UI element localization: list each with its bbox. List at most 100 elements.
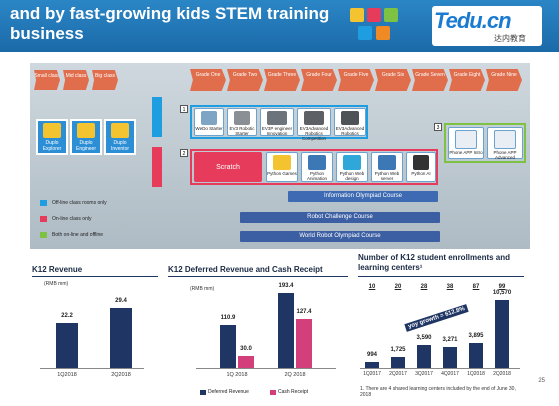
x-axis-line <box>40 368 144 369</box>
data-label: 193.4 <box>278 283 294 289</box>
scratch-card: Scratch <box>194 152 262 182</box>
python-icon <box>273 155 291 171</box>
duplo-label: Duplo Explorer <box>42 140 62 152</box>
lego-icon <box>77 123 95 138</box>
legend-label: Off-line class rooms only <box>52 200 107 206</box>
step-tag: 1 <box>180 105 188 113</box>
x-axis-line <box>196 368 336 369</box>
page-title: and by fast-growing kids STEM training b… <box>10 4 330 43</box>
step-tag: 3 <box>434 123 442 131</box>
course-card: Phone APP Intro <box>448 127 484 159</box>
grade-chevron: Grade Eight <box>449 69 485 91</box>
enrollment-bar <box>391 356 405 368</box>
course-card: Python Web design <box>336 152 368 182</box>
legend-label: On-line class only <box>52 216 92 222</box>
legend-label: Both on-line and offline <box>52 232 104 238</box>
deferred-revenue-bar <box>220 324 236 368</box>
duplo-card: Duplo Engineer <box>70 119 102 155</box>
deferred-title: K12 Deferred Revenue and Cash Receipt <box>168 265 323 274</box>
python-icon <box>378 155 396 171</box>
grade-chevron: Grade Five <box>338 69 374 91</box>
curriculum-graphic: Small class Mid class Big class Grade On… <box>30 63 530 249</box>
programming-row-frame <box>190 149 438 185</box>
band-label: World Robot Olympiad Course <box>299 233 381 239</box>
connector-bar <box>152 97 162 137</box>
grade-chevron: Grade Seven <box>412 69 448 91</box>
phone-icon <box>493 130 517 149</box>
legend-label: Cash Receipt <box>278 389 309 395</box>
k12-revenue-title: K12 Revenue <box>32 265 83 274</box>
enrollment-bar <box>417 344 431 368</box>
stage-label: Mid class <box>65 73 87 79</box>
python-icon <box>308 155 326 171</box>
course-card: EV3Advanced Robotics Competition <box>297 108 331 141</box>
data-label: 22.2 <box>61 312 73 319</box>
course-card: Python Web server <box>371 152 403 182</box>
robot-icon <box>200 111 218 126</box>
header-bar: and by fast-growing kids STEM training b… <box>0 0 559 52</box>
logo-subtext: 达内教育 <box>494 34 526 43</box>
learning-center-count: 28 <box>420 284 428 290</box>
data-label: 110.9 <box>220 314 236 321</box>
connector-bar <box>152 147 162 187</box>
robot-icon <box>304 111 324 126</box>
learning-center-count: 38 <box>446 284 454 290</box>
data-label: 3,895 <box>468 332 484 339</box>
legend-label: Deferred Revenue <box>208 389 249 395</box>
course-label: Python AI <box>411 171 431 177</box>
data-label: 29.4 <box>115 298 127 304</box>
grade-chevron: Grade Three <box>264 69 300 91</box>
course-card: WeDo Starter <box>194 108 224 136</box>
course-label: EV3 Robotic Starter <box>229 126 255 137</box>
robotics-row-frame <box>190 105 368 139</box>
legend-swatch <box>200 390 206 395</box>
wro-band: World Robot Olympiad Course <box>240 231 440 242</box>
grade-chevron: Grade Two <box>227 69 263 91</box>
title-rule <box>32 276 158 277</box>
enrollment-bar <box>469 342 483 368</box>
lego-icon <box>43 123 61 138</box>
revenue-bar <box>110 308 132 368</box>
stem-badge-icon <box>384 8 398 22</box>
growth-label: yoy growth = 612.8% <box>404 304 469 332</box>
duplo-card: Duplo Inventor <box>104 119 136 155</box>
course-label: Python Web server <box>374 171 400 182</box>
course-card: Python Games <box>266 152 298 182</box>
enrollment-bar <box>365 361 379 368</box>
cash-receipt-bar <box>296 318 312 368</box>
course-label: Phone APP Intro <box>449 149 483 155</box>
duplo-label: Duplo Engineer <box>75 140 96 152</box>
robot-icon <box>341 111 359 126</box>
noi-band: Information Olympiad Course <box>288 191 438 202</box>
robot-icon <box>267 111 287 126</box>
course-label: Phone APP Advanced <box>493 149 517 160</box>
duplo-label: Duplo Inventor <box>110 140 130 152</box>
enrollment-bar <box>443 346 457 368</box>
title-rule <box>358 276 524 277</box>
stem-badge-icon <box>350 8 364 22</box>
x-tick-label: 1Q2018 <box>467 371 485 377</box>
data-label: 30.0 <box>240 346 252 353</box>
k12-revenue-unit: (RMB mm) <box>44 281 69 287</box>
course-label: Python Games <box>267 171 297 177</box>
band-label: Robot Challenge Course <box>307 214 373 220</box>
course-label: EV3Advanced Robotics Competition <box>299 126 329 142</box>
robot-challenge-band: Robot Challenge Course <box>240 212 440 223</box>
app-row-frame <box>444 123 526 163</box>
course-card: Python AI <box>406 152 436 182</box>
stage-chevron: Small class <box>34 70 60 90</box>
revenue-bar <box>56 322 78 368</box>
course-label: Python Web design <box>339 171 365 182</box>
stem-badge-icon <box>358 26 372 40</box>
x-tick-label: 1Q 2018 <box>226 372 248 378</box>
course-card: Python Animation <box>301 152 333 182</box>
web-icon <box>343 155 361 171</box>
tedu-logo: Tedu.cn 达内教育 <box>432 6 542 46</box>
robot-icon <box>233 111 251 126</box>
band-label: Information Olympiad Course <box>323 193 403 199</box>
learning-center-count: 99 <box>498 284 506 290</box>
phone-icon <box>454 130 478 149</box>
course-card: EV3Advanced Robotics <box>334 108 366 136</box>
data-label: 10,570 <box>492 290 512 296</box>
stem-badge-icon <box>376 26 390 40</box>
